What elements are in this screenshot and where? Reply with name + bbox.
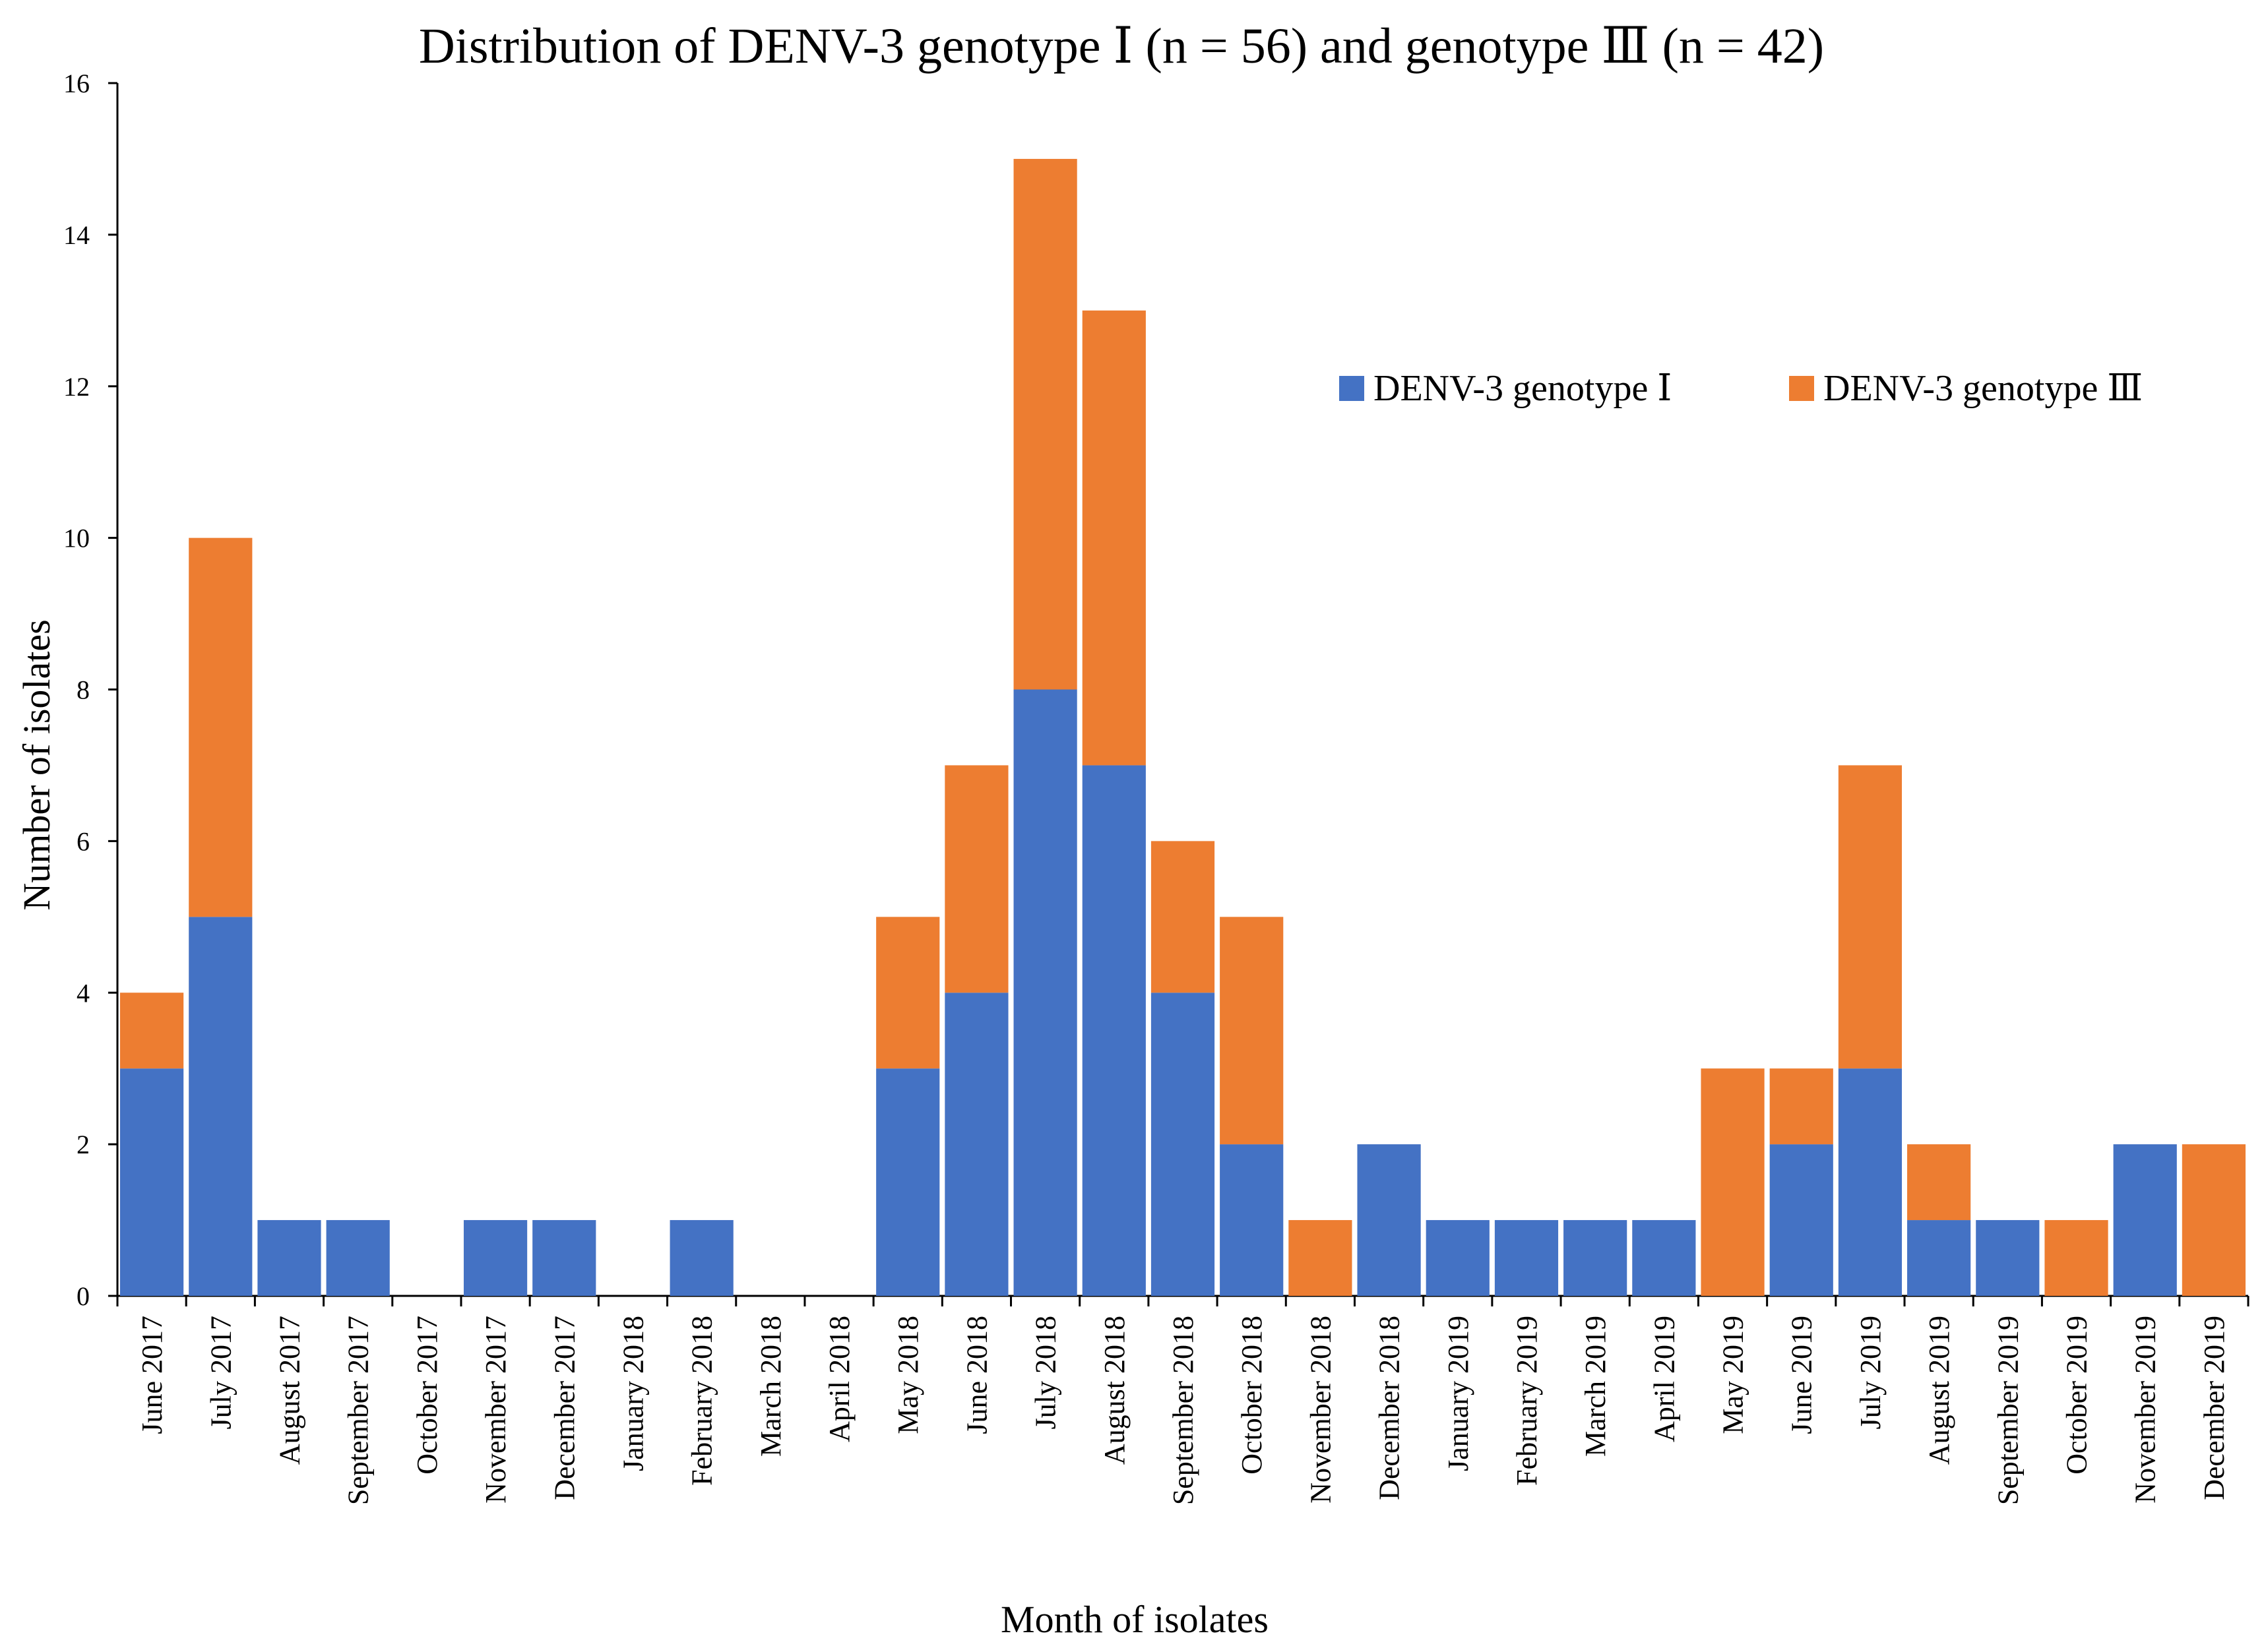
x-tick-label: November 2017	[480, 1316, 512, 1504]
bar-genotype-I-may-2018	[876, 1068, 940, 1296]
legend-label-genotype-I: DENV-3 genotype Ⅰ	[1373, 368, 1672, 409]
bar-genotype-I-june-2018	[945, 993, 1009, 1296]
x-tick-label: September 2017	[342, 1316, 375, 1505]
bar-genotype-I-april-2019	[1632, 1220, 1696, 1296]
bar-series	[120, 158, 2246, 1296]
bar-genotype-III-july-2019	[1838, 765, 1903, 1069]
x-tick-label: February 2018	[686, 1316, 718, 1486]
bar-genotype-I-november-2019	[2113, 1144, 2177, 1296]
x-tick-label: February 2019	[1511, 1316, 1543, 1486]
x-tick-label: July 2017	[205, 1316, 237, 1429]
x-tick-label: December 2019	[2198, 1316, 2230, 1500]
bar-genotype-III-may-2018	[876, 917, 940, 1069]
bar-genotype-I-september-2018	[1150, 993, 1215, 1296]
x-tick-label: October 2018	[1236, 1316, 1268, 1475]
x-tick-label: October 2017	[411, 1316, 443, 1475]
x-tick-label: August 2018	[1098, 1316, 1131, 1465]
y-tick-labels: 0 2 4 6 8 10 12 14 16	[63, 69, 117, 1311]
x-tick-label: August 2017	[273, 1316, 305, 1465]
bar-genotype-I-august-2018	[1082, 765, 1146, 1296]
y-tick-label: 10	[63, 524, 90, 553]
x-tick-labels: June 2017 July 2017 August 2017 September 2…	[116, 1296, 2250, 1505]
x-tick-label: December 2017	[548, 1316, 581, 1500]
y-tick-label: 0	[77, 1281, 90, 1311]
bar-genotype-III-december-2019	[2182, 1144, 2246, 1296]
y-tick-label: 8	[77, 675, 90, 705]
x-tick-label: June 2019	[1786, 1316, 1818, 1434]
bar-genotype-I-july-2019	[1838, 1068, 1903, 1296]
bar-genotype-I-august-2019	[1907, 1220, 1971, 1296]
y-axis-title: Number of isolates	[15, 619, 58, 910]
bar-genotype-I-august-2017	[257, 1220, 321, 1296]
bar-genotype-III-november-2018	[1288, 1220, 1352, 1296]
y-tick-label: 4	[77, 978, 90, 1008]
bar-genotype-I-january-2019	[1426, 1220, 1490, 1296]
legend-swatch-genotype-I	[1339, 376, 1364, 401]
bar-genotype-I-july-2018	[1013, 689, 1077, 1296]
bar-genotype-I-february-2019	[1494, 1220, 1559, 1296]
x-tick-label: November 2019	[2129, 1316, 2162, 1504]
bar-genotype-III-july-2017	[189, 537, 253, 917]
x-axis-title: Month of isolates	[1001, 1598, 1269, 1641]
x-tick-label: June 2018	[960, 1316, 993, 1434]
x-tick-label: October 2019	[2061, 1316, 2093, 1475]
x-tick-label: March 2019	[1579, 1316, 1612, 1457]
x-tick-label: September 2019	[1992, 1316, 2024, 1505]
bar-genotype-III-may-2019	[1701, 1068, 1765, 1296]
bar-genotype-III-august-2018	[1082, 310, 1146, 766]
x-tick-label: April 2019	[1648, 1316, 1680, 1442]
x-tick-label: July 2018	[1030, 1316, 1062, 1429]
bar-genotype-I-september-2017	[326, 1220, 390, 1296]
bar-genotype-III-june-2018	[945, 765, 1009, 993]
x-tick-label: May 2019	[1717, 1316, 1749, 1434]
y-tick-label: 2	[77, 1130, 90, 1159]
bar-genotype-I-december-2017	[532, 1220, 596, 1296]
bar-genotype-I-march-2019	[1563, 1220, 1627, 1296]
bar-genotype-I-february-2018	[670, 1220, 734, 1296]
y-tick-label: 16	[63, 69, 90, 98]
x-tick-label: August 2019	[1923, 1316, 1955, 1465]
bar-genotype-I-december-2018	[1357, 1144, 1421, 1296]
x-tick-label: December 2018	[1373, 1316, 1406, 1500]
legend-label-genotype-III: DENV-3 genotype Ⅲ	[1823, 368, 2143, 409]
chart-title: Distribution of DENV-3 genotype Ⅰ (n = 5…	[419, 18, 1824, 74]
bar-genotype-I-september-2019	[1976, 1220, 2040, 1296]
x-tick-label: March 2018	[755, 1316, 787, 1457]
y-tick-label: 14	[63, 220, 90, 250]
legend-swatch-genotype-III	[1789, 376, 1814, 401]
x-tick-label: April 2018	[823, 1316, 856, 1442]
bar-genotype-III-june-2019	[1769, 1068, 1833, 1145]
bar-genotype-III-october-2019	[2044, 1220, 2108, 1296]
x-tick-label: January 2019	[1442, 1316, 1474, 1471]
x-tick-label: November 2018	[1304, 1316, 1337, 1504]
bar-genotype-III-july-2018	[1013, 158, 1077, 690]
bar-genotype-I-june-2019	[1769, 1144, 1833, 1296]
bar-genotype-III-june-2017	[120, 993, 184, 1069]
bar-genotype-I-june-2017	[120, 1068, 184, 1296]
bar-genotype-III-october-2018	[1220, 917, 1284, 1145]
x-tick-label: January 2018	[617, 1316, 649, 1471]
x-tick-label: September 2018	[1167, 1316, 1199, 1505]
bar-genotype-I-october-2018	[1220, 1144, 1284, 1296]
x-tick-label: June 2017	[136, 1316, 168, 1434]
y-tick-label: 6	[77, 826, 90, 856]
legend: DENV-3 genotype Ⅰ DENV-3 genotype Ⅲ	[1339, 368, 2143, 409]
y-tick-label: 12	[63, 372, 90, 402]
bar-genotype-III-september-2018	[1150, 841, 1215, 993]
x-tick-label: May 2018	[892, 1316, 924, 1434]
bar-genotype-III-august-2019	[1907, 1144, 1971, 1221]
bar-genotype-I-july-2017	[189, 917, 253, 1296]
bar-genotype-I-november-2017	[463, 1220, 528, 1296]
x-tick-label: July 2019	[1854, 1316, 1887, 1429]
